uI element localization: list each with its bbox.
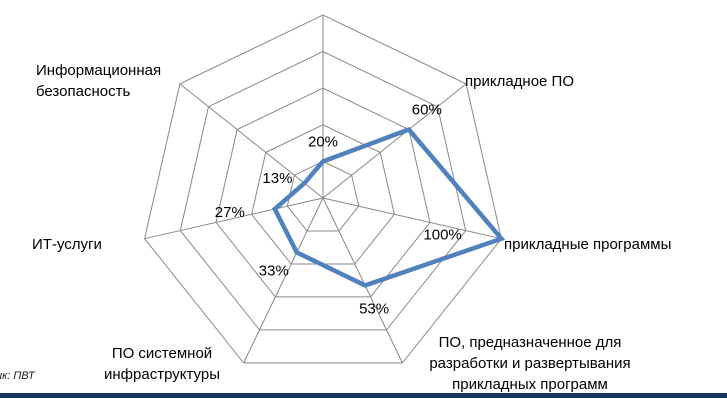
grid-ring-5 [144, 14, 502, 364]
series-line [272, 126, 506, 288]
axis-label: Информационная безопасность [36, 62, 161, 100]
footer-bar [0, 393, 727, 398]
axis-label: ПО, предназначенное для разработки и разв… [429, 334, 630, 393]
spoke-1 [322, 197, 502, 240]
data-label: 13% [262, 170, 292, 187]
radar-series [272, 126, 506, 288]
grid-ring-3 [215, 87, 431, 298]
axis-label: прикладное ПО [465, 73, 574, 90]
data-label: 53% [359, 300, 389, 317]
data-label: 100% [423, 227, 461, 244]
axis-label: прикладные программы [504, 236, 671, 253]
spoke-4 [144, 197, 324, 240]
spoke-0 [322, 83, 467, 199]
source-note: ик: ПВТ [0, 370, 35, 382]
grid-ring-4 [179, 51, 467, 331]
grid-ring-2 [251, 124, 395, 265]
data-labels: 60% 100% 53% 33% 27% 13% 20% [215, 102, 462, 318]
spoke-3 [243, 197, 324, 364]
data-label: 20% [308, 133, 338, 150]
radar-grid [144, 14, 502, 364]
data-label: 60% [412, 102, 442, 119]
axis-label: ПО системной инфраструктуры [104, 345, 220, 383]
spoke-5 [179, 83, 324, 199]
data-label: 33% [259, 262, 289, 279]
axis-labels: прикладное ПО прикладные программы ПО, пре… [32, 62, 671, 393]
data-label: 27% [215, 204, 245, 221]
radar-spokes [144, 15, 502, 364]
spoke-2 [322, 197, 403, 364]
axis-label: ИТ-услуги [32, 236, 102, 253]
